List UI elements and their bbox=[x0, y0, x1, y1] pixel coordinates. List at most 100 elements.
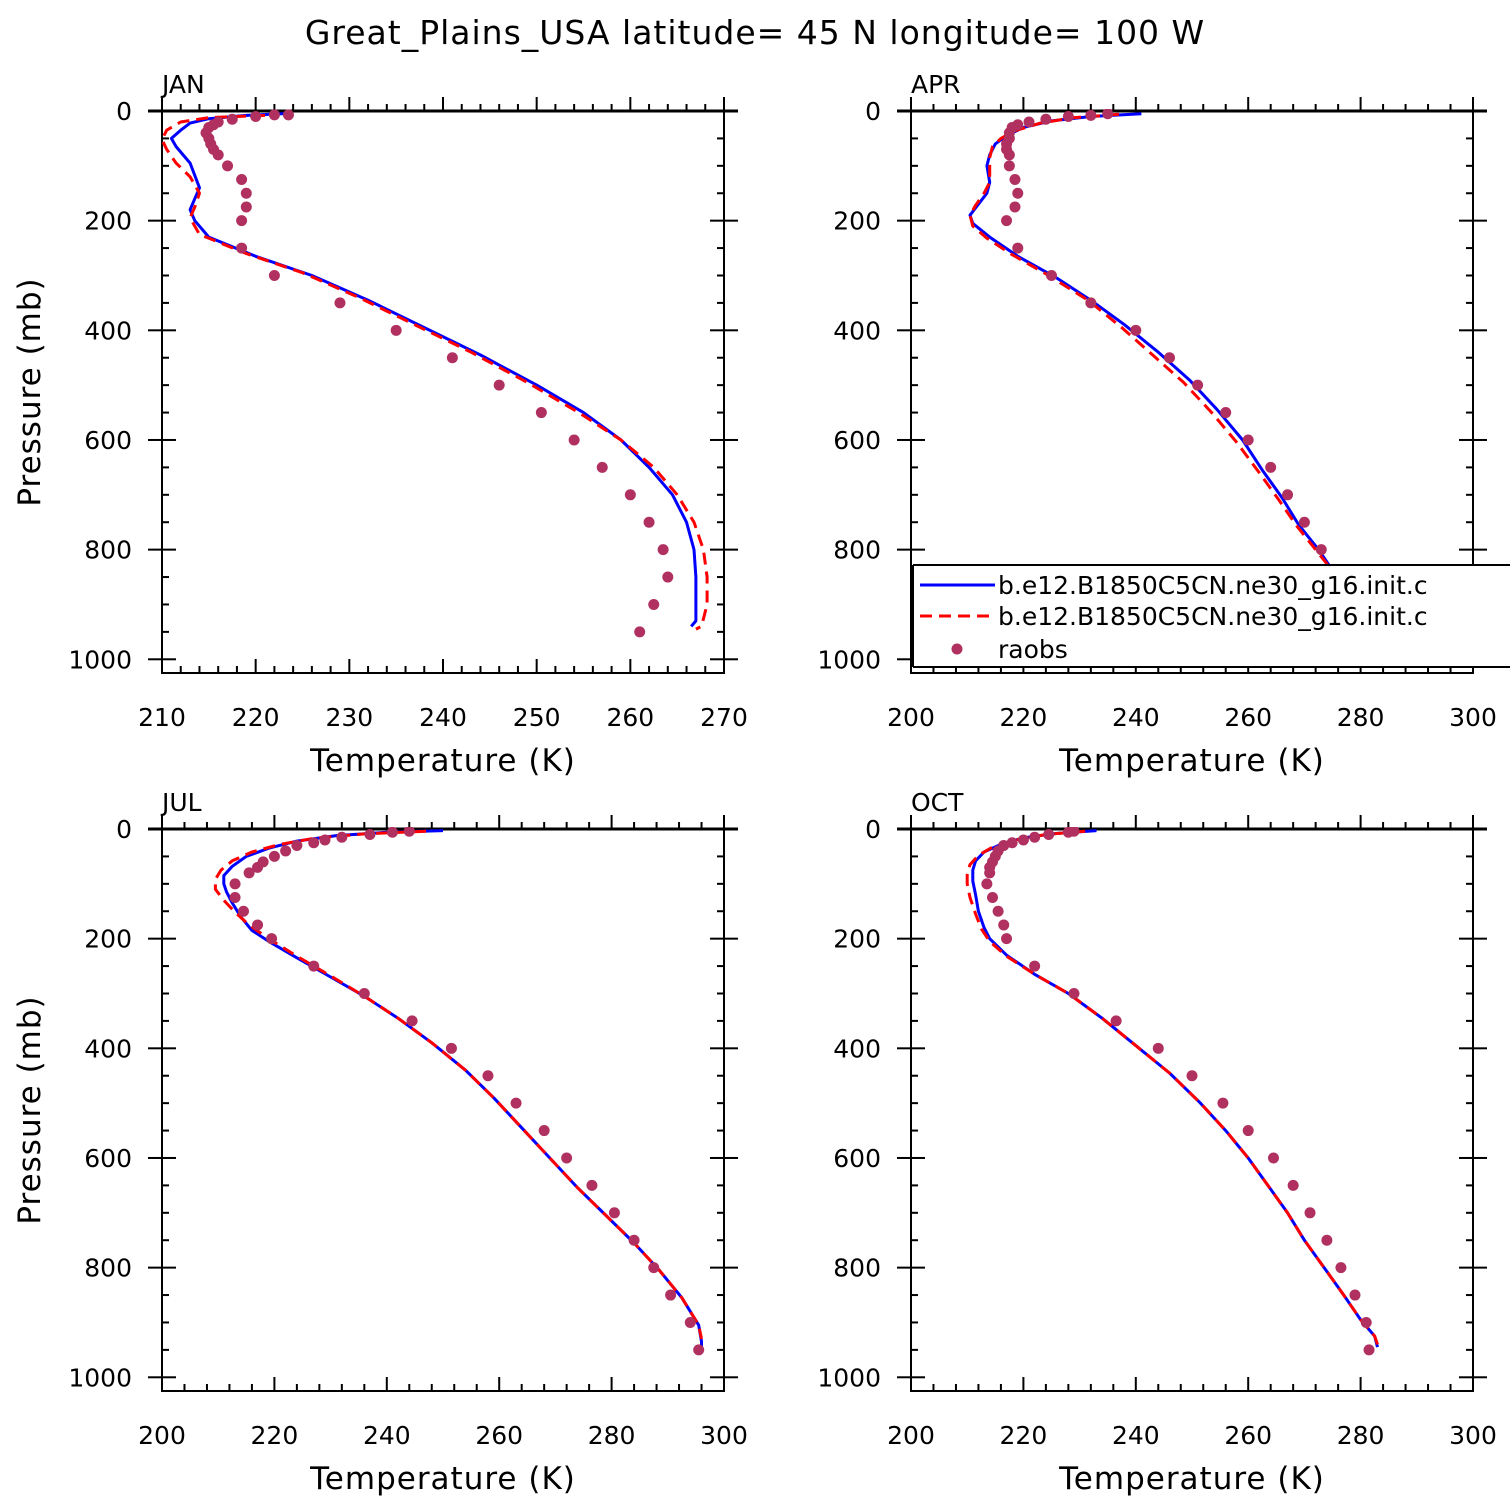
y-tick-label: 200 bbox=[833, 925, 881, 954]
plot-area bbox=[162, 109, 709, 638]
raobs-point bbox=[1130, 324, 1142, 336]
y-axis-label: Pressure (mb) bbox=[12, 277, 48, 506]
y-tick-label: 1000 bbox=[68, 1363, 132, 1392]
raobs-point bbox=[643, 516, 655, 528]
raobs-point bbox=[1009, 174, 1021, 186]
x-axis-label: Temperature (K) bbox=[1058, 743, 1325, 779]
raobs-point bbox=[1360, 1316, 1372, 1328]
raobs-point bbox=[1006, 837, 1018, 849]
x-tick-label: 230 bbox=[325, 703, 373, 732]
chart-panel-oct: OCT 200 220 240 260 280 300 0 200 400 600 800 1000 Te… bbox=[817, 788, 1496, 1497]
raobs-point bbox=[226, 113, 238, 125]
raobs-point bbox=[657, 544, 669, 556]
raobs-point bbox=[1242, 1125, 1254, 1137]
y-tick-label: 600 bbox=[833, 1144, 881, 1173]
y-tick-label: 800 bbox=[833, 536, 881, 565]
raobs-point bbox=[1242, 434, 1254, 446]
raobs-point bbox=[446, 352, 458, 364]
raobs-point bbox=[684, 1316, 696, 1328]
y-axis-label: Pressure (mb) bbox=[12, 995, 48, 1224]
raobs-point bbox=[240, 201, 252, 213]
y-tick-label: 200 bbox=[84, 925, 132, 954]
raobs-point bbox=[403, 827, 415, 837]
raobs-point bbox=[1321, 1234, 1333, 1246]
model-solid-line bbox=[971, 829, 1379, 1348]
raobs-point bbox=[268, 850, 280, 862]
raobs-point bbox=[608, 1207, 620, 1219]
raobs-point bbox=[1012, 187, 1024, 199]
raobs-point bbox=[1217, 1097, 1229, 1109]
x-tick-label: 240 bbox=[1112, 1421, 1160, 1450]
y-tick-label: 600 bbox=[84, 1144, 132, 1173]
raobs-point bbox=[334, 297, 346, 309]
raobs-point bbox=[252, 919, 264, 931]
raobs-point bbox=[1009, 201, 1021, 213]
raobs-point bbox=[648, 1262, 660, 1274]
raobs-point bbox=[596, 461, 608, 473]
model-dashed-line bbox=[965, 829, 1379, 1345]
raobs-point bbox=[648, 598, 660, 610]
raobs-point bbox=[243, 867, 255, 879]
raobs-point bbox=[280, 845, 292, 857]
legend-background bbox=[913, 566, 1510, 666]
raobs-point bbox=[319, 834, 331, 846]
model-dashed-line bbox=[213, 829, 703, 1340]
x-tick-label: 260 bbox=[1224, 703, 1272, 732]
plot-area bbox=[213, 827, 705, 1356]
raobs-point bbox=[282, 109, 294, 121]
y-tick-label: 1000 bbox=[817, 1363, 881, 1392]
raobs-point bbox=[291, 839, 303, 851]
panel-label: OCT bbox=[911, 788, 964, 817]
raobs-point bbox=[1085, 297, 1097, 309]
x-tick-label: 240 bbox=[363, 1421, 411, 1450]
legend-entry-label: b.e12.B1850C5CN.ne30_g16.init.c bbox=[998, 571, 1428, 600]
raobs-point bbox=[998, 919, 1010, 931]
x-tick-label: 280 bbox=[1337, 703, 1385, 732]
y-tick-label: 400 bbox=[833, 1034, 881, 1063]
plot-area bbox=[968, 109, 1376, 638]
raobs-point bbox=[535, 407, 547, 419]
raobs-point bbox=[445, 1042, 457, 1054]
x-tick-label: 270 bbox=[700, 703, 748, 732]
y-tick-label: 1000 bbox=[817, 645, 881, 674]
legend-entry-label: raobs bbox=[998, 635, 1068, 664]
y-tick-label: 200 bbox=[833, 207, 881, 236]
raobs-point bbox=[236, 215, 248, 227]
model-dashed-line bbox=[968, 112, 1374, 625]
x-tick-label: 260 bbox=[606, 703, 654, 732]
raobs-point bbox=[390, 324, 402, 336]
raobs-point bbox=[510, 1097, 522, 1109]
raobs-point bbox=[236, 174, 248, 186]
raobs-point bbox=[561, 1152, 573, 1164]
raobs-point bbox=[981, 878, 993, 890]
raobs-point bbox=[1001, 933, 1013, 945]
x-tick-label: 300 bbox=[1449, 703, 1497, 732]
raobs-point bbox=[1102, 109, 1114, 120]
y-tick-label: 800 bbox=[84, 536, 132, 565]
y-tick-label: 0 bbox=[865, 815, 881, 844]
raobs-point bbox=[386, 827, 398, 838]
raobs-point bbox=[1029, 960, 1041, 972]
legend-dot-swatch bbox=[951, 643, 963, 655]
raobs-point bbox=[1186, 1070, 1198, 1082]
raobs-point bbox=[1043, 828, 1055, 840]
raobs-point bbox=[1003, 160, 1015, 172]
raobs-point bbox=[1029, 831, 1041, 843]
raobs-point bbox=[1068, 987, 1080, 999]
raobs-point bbox=[634, 626, 646, 638]
raobs-point bbox=[268, 109, 280, 121]
raobs-point bbox=[662, 571, 674, 583]
panel-label: JUL bbox=[160, 788, 202, 817]
raobs-point bbox=[1110, 1015, 1122, 1027]
x-axis-label: Temperature (K) bbox=[309, 1461, 576, 1497]
raobs-point bbox=[1164, 352, 1176, 364]
raobs-point bbox=[1012, 242, 1024, 254]
raobs-point bbox=[992, 905, 1004, 917]
raobs-point bbox=[493, 379, 505, 391]
x-tick-label: 300 bbox=[700, 1421, 748, 1450]
x-axis-label: Temperature (K) bbox=[309, 743, 576, 779]
panel-label: JAN bbox=[160, 70, 205, 99]
raobs-point bbox=[237, 905, 249, 917]
raobs-series bbox=[1001, 109, 1364, 638]
